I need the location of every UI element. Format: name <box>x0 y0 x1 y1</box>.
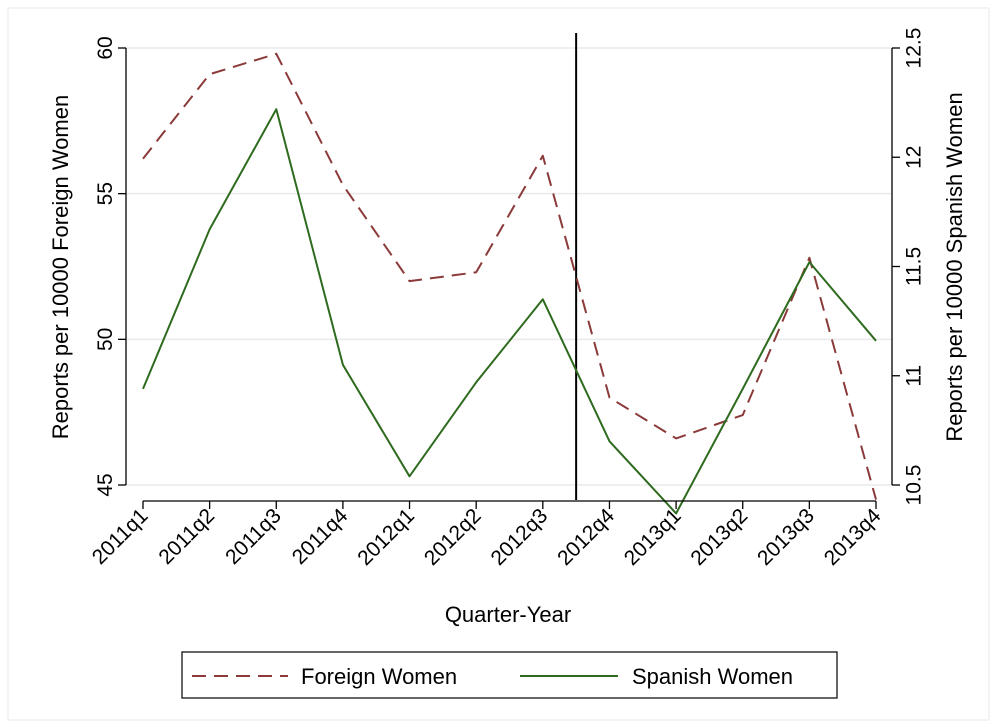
left-y-axis-title: Reports per 10000 Foreign Women <box>48 95 73 439</box>
right-y-tick-label-2: 11.5 <box>902 247 925 286</box>
legend-spanish-women-label: Spanish Women <box>632 664 793 689</box>
legend-box <box>181 651 838 699</box>
right-y-axis-title: Reports per 10000 Spanish Women <box>942 92 967 441</box>
series-line-spanish-women <box>142 108 877 515</box>
right-y-tick-label-3: 12 <box>902 146 925 169</box>
right-y-tick-label-1: 11 <box>902 365 925 387</box>
graph-region-border <box>7 7 990 721</box>
series-line-foreign-women <box>142 52 877 500</box>
x-axis-title: Quarter-Year <box>445 602 571 627</box>
left-y-tick-label-1: 50 <box>94 328 117 351</box>
left-y-tick-label-0: 45 <box>94 473 117 496</box>
right-y-tick-label-0: 10.5 <box>902 465 925 506</box>
legend: Foreign Women Spanish Women <box>181 651 838 699</box>
gridlines <box>126 47 892 486</box>
right-y-tick-label-4: 12.5 <box>902 28 925 69</box>
legend-foreign-women-label: Foreign Women <box>301 664 457 689</box>
series-lines <box>142 52 877 515</box>
left-y-tick-label-3: 60 <box>94 36 117 59</box>
left-y-tick-label-2: 55 <box>94 182 117 205</box>
